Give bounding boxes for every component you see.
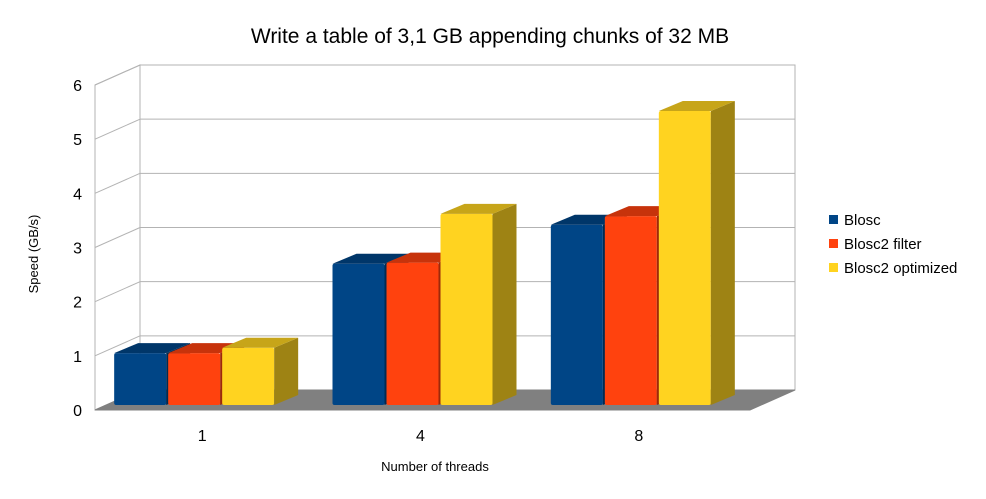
y-tick-label: 3 bbox=[73, 241, 82, 258]
gridline-side bbox=[94, 281, 141, 303]
y-tick-label: 6 bbox=[73, 78, 82, 95]
legend-swatch bbox=[829, 239, 838, 248]
y-axis-label: Speed (GB/s) bbox=[26, 215, 41, 294]
gridline-side bbox=[94, 227, 141, 248]
bar-front bbox=[332, 263, 385, 405]
bar-front bbox=[658, 111, 711, 405]
x-axis-label: Number of threads bbox=[381, 459, 489, 474]
bar-top bbox=[114, 343, 191, 354]
bar-front bbox=[440, 213, 493, 405]
bar-side bbox=[492, 203, 517, 405]
bar-side bbox=[710, 101, 735, 405]
x-tick-label: 4 bbox=[416, 428, 425, 445]
bar-front bbox=[550, 224, 603, 405]
bar-front bbox=[114, 353, 167, 405]
bar bbox=[222, 337, 299, 405]
legend-label: Blosc bbox=[844, 212, 881, 229]
y-tick-label: 4 bbox=[73, 186, 82, 203]
y-tick-label: 5 bbox=[73, 132, 82, 149]
legend-label: Blosc2 filter bbox=[844, 236, 922, 253]
bar bbox=[658, 101, 735, 405]
plot-area: 0 1 2 3 4 5 6 1 4 8 bbox=[73, 64, 796, 445]
legend: Blosc Blosc2 filter Blosc2 optimized bbox=[829, 212, 957, 277]
bar-front bbox=[604, 216, 657, 405]
legend-swatch bbox=[829, 263, 838, 272]
x-tick-label: 8 bbox=[634, 428, 643, 445]
gridline-side bbox=[94, 118, 141, 140]
x-tick-label: 1 bbox=[198, 428, 207, 445]
bar-top bbox=[332, 253, 409, 264]
bar-front bbox=[168, 353, 221, 405]
bar-front bbox=[222, 347, 275, 405]
y-tick-label: 0 bbox=[73, 403, 82, 420]
legend-label: Blosc2 optimized bbox=[844, 260, 957, 277]
chart-title: Write a table of 3,1 GB appending chunks… bbox=[251, 25, 729, 48]
bar-front bbox=[386, 262, 439, 405]
legend-swatch bbox=[829, 215, 838, 224]
bar-top bbox=[658, 101, 735, 111]
bar-top bbox=[440, 203, 517, 214]
gridline-side bbox=[94, 335, 141, 357]
bar-top bbox=[222, 337, 299, 348]
gridline-side bbox=[94, 172, 141, 194]
bar-side bbox=[274, 337, 299, 405]
gridline-side bbox=[94, 64, 141, 86]
bar bbox=[440, 203, 517, 405]
y-tick-label: 1 bbox=[73, 349, 82, 366]
y-tick-label: 2 bbox=[73, 295, 82, 312]
